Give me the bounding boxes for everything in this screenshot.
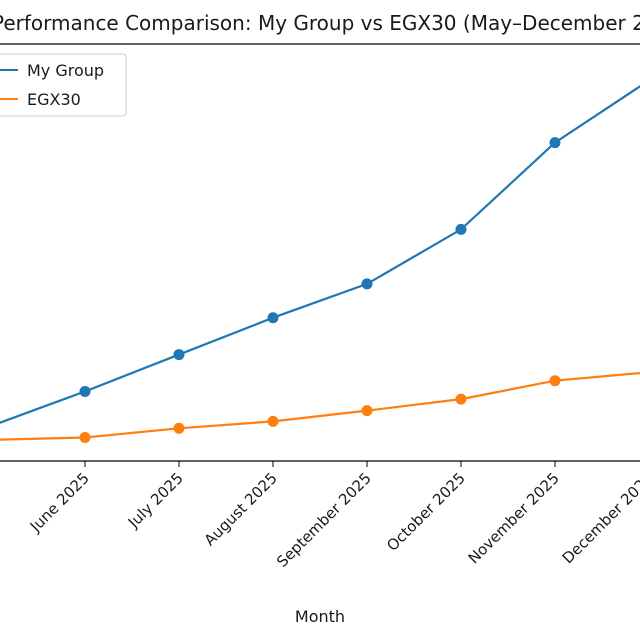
data-point-my-group — [361, 278, 373, 290]
series-layer — [0, 85, 640, 444]
legend-label-my-group: My Group — [27, 61, 104, 80]
x-tick-label: November 2025 — [465, 469, 563, 567]
legend: My Group EGX30 — [0, 53, 127, 117]
series-line-my-group — [0, 85, 640, 424]
data-point-egx30 — [549, 375, 561, 387]
x-tick-label: September 2025 — [273, 469, 375, 571]
x-tick-label: December 2025 — [559, 469, 640, 567]
legend-label-egx30: EGX30 — [27, 90, 81, 109]
data-point-my-group — [455, 223, 467, 235]
data-point-my-group — [173, 349, 185, 361]
chart-title: Performance Comparison: My Group vs EGX3… — [0, 11, 640, 35]
x-tick-label: July 2025 — [124, 469, 187, 532]
data-point-my-group — [549, 137, 561, 149]
data-point-egx30 — [79, 432, 91, 444]
data-point-egx30 — [173, 422, 185, 434]
x-axis-label: Month — [295, 607, 345, 626]
data-point-egx30 — [267, 415, 279, 427]
data-point-egx30 — [455, 393, 467, 405]
legend-box — [0, 53, 127, 117]
x-tick-label: June 2025 — [26, 469, 93, 536]
data-point-egx30 — [361, 405, 373, 417]
series-line-egx30 — [0, 371, 640, 441]
data-point-my-group — [267, 312, 279, 324]
x-tick-label: October 2025 — [383, 469, 469, 555]
data-point-my-group — [79, 385, 91, 397]
x-tick-label: August 2025 — [201, 469, 281, 549]
